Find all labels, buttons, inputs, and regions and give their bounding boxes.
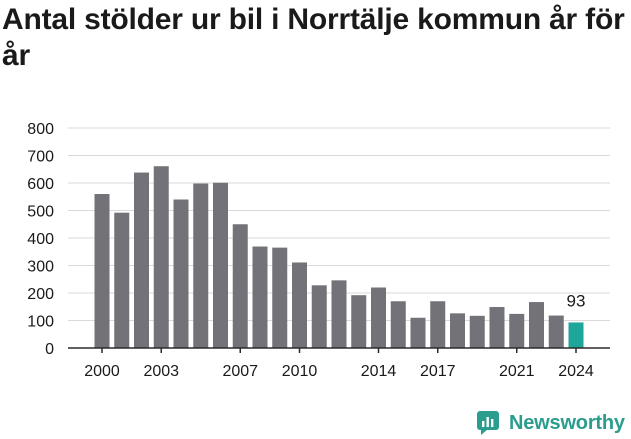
chart-title: Antal stölder ur bil i Norrtälje kommun … [2,3,625,72]
bar [430,301,446,348]
bar [213,182,228,348]
x-tick-label: 2000 [84,363,120,380]
bar [529,302,544,348]
brand-logo: Newsworthy [476,409,625,437]
bar [292,262,307,348]
bar [331,280,347,348]
y-tick-label: 800 [27,121,54,138]
bar [489,307,505,348]
bar [193,183,209,348]
y-tick-label: 400 [27,231,54,248]
y-tick-label: 600 [27,176,54,193]
y-tick-label: 200 [27,286,54,303]
bar [371,287,386,348]
bar [548,315,564,348]
x-tick-label: 2010 [282,363,318,380]
y-tick-label: 100 [27,314,54,331]
bar [390,301,406,348]
bar [94,194,110,348]
x-tick-label: 2017 [420,363,456,380]
bar [114,212,130,348]
bar [232,224,248,348]
x-tick-label: 2003 [143,363,179,380]
y-tick-label: 500 [27,204,54,221]
x-tick-label: 2021 [499,363,535,380]
data-label: 93 [567,291,586,310]
bar [134,172,149,348]
bar [509,313,525,348]
bar [568,322,584,348]
x-tick-label: 2024 [558,363,594,380]
y-tick-label: 300 [27,259,54,276]
bar [153,166,169,348]
bar [252,246,268,348]
bar [173,199,189,348]
bar [272,247,288,348]
brand-name: Newsworthy [509,411,625,434]
y-tick-label: 0 [45,341,54,358]
y-tick-label: 700 [27,149,54,166]
bar [410,317,426,348]
bar [469,315,485,348]
x-tick-label: 2014 [361,363,397,380]
bar-chart: 0 100 200 300 400 500 600 700 800 2000 2003 2007 201… [27,121,610,380]
x-tick-label: 2007 [222,363,258,380]
newsworthy-logo-icon [477,411,499,435]
bar [351,295,367,348]
bar [311,285,327,348]
bar [450,313,465,348]
